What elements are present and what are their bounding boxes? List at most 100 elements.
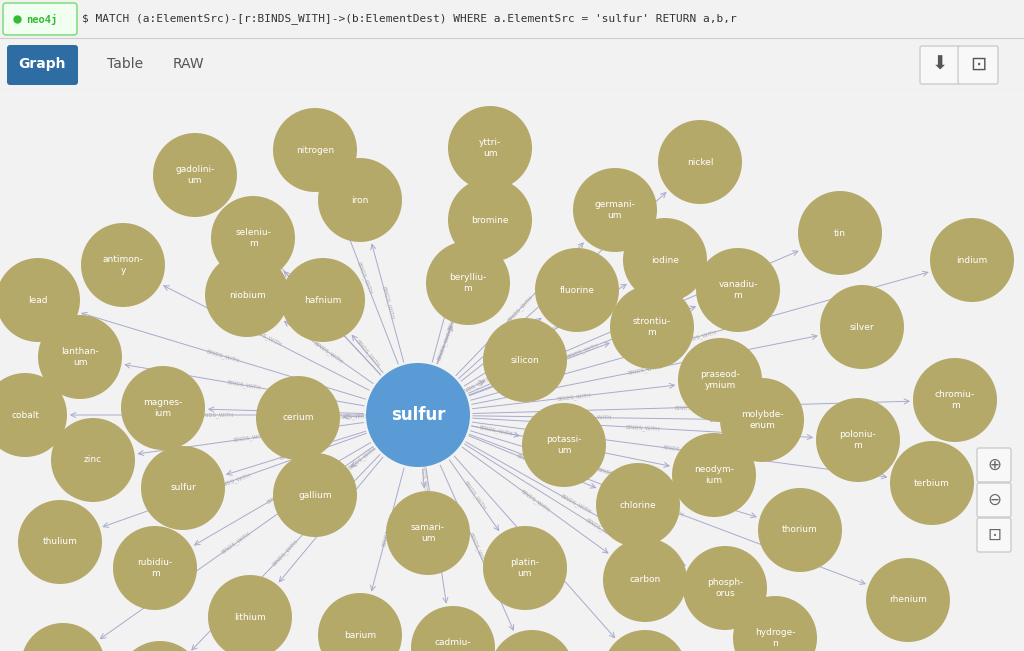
FancyArrowPatch shape	[473, 399, 909, 413]
Circle shape	[113, 526, 197, 610]
Circle shape	[81, 223, 165, 307]
Text: BINDS_WITH: BINDS_WITH	[268, 408, 303, 415]
Text: hafnium: hafnium	[304, 296, 342, 305]
FancyArrowPatch shape	[469, 342, 609, 396]
Text: berylliu-
m: berylliu- m	[450, 273, 486, 293]
Text: sulfur: sulfur	[391, 406, 445, 424]
Text: BINDS_WITH: BINDS_WITH	[486, 337, 517, 362]
Circle shape	[411, 606, 495, 651]
Text: BINDS_WITH: BINDS_WITH	[516, 452, 550, 471]
FancyArrowPatch shape	[465, 284, 626, 386]
Text: BINDS_WITH: BINDS_WITH	[312, 340, 344, 365]
FancyBboxPatch shape	[977, 483, 1011, 517]
Circle shape	[483, 526, 567, 610]
Circle shape	[733, 596, 817, 651]
Circle shape	[0, 373, 67, 457]
Text: BINDS_WITH: BINDS_WITH	[317, 505, 344, 535]
Text: BINDS_WITH: BINDS_WITH	[381, 285, 395, 320]
Text: lead: lead	[29, 296, 48, 305]
Text: BINDS_WITH: BINDS_WITH	[650, 501, 685, 518]
Text: phosph-
orus: phosph- orus	[707, 578, 743, 598]
Text: yttri-
um: yttri- um	[479, 138, 501, 158]
Text: rhenium: rhenium	[889, 596, 927, 605]
Circle shape	[483, 318, 567, 402]
Circle shape	[118, 641, 202, 651]
FancyArrowPatch shape	[352, 335, 383, 373]
Text: carbon: carbon	[630, 575, 660, 585]
Circle shape	[273, 108, 357, 192]
FancyArrowPatch shape	[469, 436, 596, 488]
FancyArrowPatch shape	[103, 434, 367, 527]
FancyArrowPatch shape	[459, 193, 666, 378]
Text: lithium: lithium	[234, 613, 266, 622]
Circle shape	[205, 253, 289, 337]
Text: BINDS_WITH: BINDS_WITH	[683, 329, 717, 344]
FancyArrowPatch shape	[467, 381, 484, 390]
Circle shape	[38, 315, 122, 399]
FancyArrowPatch shape	[471, 271, 928, 400]
Circle shape	[596, 463, 680, 547]
Circle shape	[890, 441, 974, 525]
Text: samari-
um: samari- um	[411, 523, 445, 543]
Circle shape	[672, 433, 756, 517]
Text: BINDS_WITH: BINDS_WITH	[597, 466, 631, 482]
Text: barium: barium	[344, 631, 376, 639]
Text: BINDS_WITH: BINDS_WITH	[336, 413, 371, 420]
Text: BINDS_WITH: BINDS_WITH	[271, 538, 299, 567]
Text: iodine: iodine	[651, 255, 679, 264]
Text: BINDS_WITH: BINDS_WITH	[628, 364, 663, 376]
Text: BINDS_WITH: BINDS_WITH	[355, 261, 374, 295]
Circle shape	[141, 446, 225, 530]
Text: fluorine: fluorine	[559, 286, 595, 294]
Text: iron: iron	[351, 195, 369, 204]
Text: BINDS_WITH: BINDS_WITH	[419, 462, 428, 496]
FancyArrowPatch shape	[437, 263, 475, 364]
Text: praseod-
ymium: praseod- ymium	[700, 370, 740, 390]
FancyArrowPatch shape	[473, 416, 716, 422]
FancyArrowPatch shape	[421, 469, 426, 488]
Circle shape	[256, 376, 340, 460]
Text: magnes-
ium: magnes- ium	[143, 398, 182, 418]
FancyArrowPatch shape	[470, 431, 756, 518]
Circle shape	[603, 630, 687, 651]
Text: thulium: thulium	[43, 538, 78, 546]
Text: BINDS_WITH: BINDS_WITH	[663, 445, 697, 455]
FancyArrowPatch shape	[469, 306, 695, 395]
Text: BINDS_WITH: BINDS_WITH	[318, 309, 346, 337]
Text: germani-
um: germani- um	[595, 201, 636, 219]
Text: BINDS_WITH: BINDS_WITH	[221, 531, 252, 555]
Text: bromine: bromine	[471, 215, 509, 225]
Circle shape	[449, 178, 532, 262]
Text: sulfur: sulfur	[170, 484, 196, 493]
FancyArrowPatch shape	[285, 322, 373, 383]
FancyArrowPatch shape	[371, 244, 403, 362]
Text: silver: silver	[850, 322, 874, 331]
Circle shape	[683, 546, 767, 630]
Circle shape	[930, 218, 1014, 302]
Text: BINDS_WITH: BINDS_WITH	[557, 392, 592, 402]
FancyArrowPatch shape	[432, 192, 479, 362]
Text: ⊕: ⊕	[987, 456, 1000, 474]
FancyArrowPatch shape	[455, 456, 614, 637]
Text: vanadiu-
m: vanadiu- m	[718, 281, 758, 299]
Circle shape	[623, 218, 707, 302]
Text: chromiu-
m: chromiu- m	[935, 391, 975, 409]
Circle shape	[798, 191, 882, 275]
Text: cobalt: cobalt	[11, 411, 39, 419]
Text: BINDS_WITH: BINDS_WITH	[200, 412, 233, 418]
Text: strontiu-
m: strontiu- m	[633, 317, 671, 337]
Text: potassi-
um: potassi- um	[546, 436, 582, 454]
FancyArrowPatch shape	[71, 413, 364, 417]
FancyArrowPatch shape	[472, 426, 519, 437]
FancyBboxPatch shape	[920, 46, 961, 84]
FancyArrowPatch shape	[371, 468, 404, 590]
FancyArrowPatch shape	[468, 251, 798, 393]
Text: BINDS_WITH: BINDS_WITH	[521, 533, 548, 562]
Text: antimon-
y: antimon- y	[102, 255, 143, 275]
FancyArrowPatch shape	[344, 414, 364, 419]
FancyArrowPatch shape	[426, 469, 447, 603]
Text: terbium: terbium	[914, 478, 950, 488]
Text: BINDS_WITH: BINDS_WITH	[250, 327, 283, 348]
Circle shape	[318, 593, 402, 651]
Text: indium: indium	[956, 255, 987, 264]
